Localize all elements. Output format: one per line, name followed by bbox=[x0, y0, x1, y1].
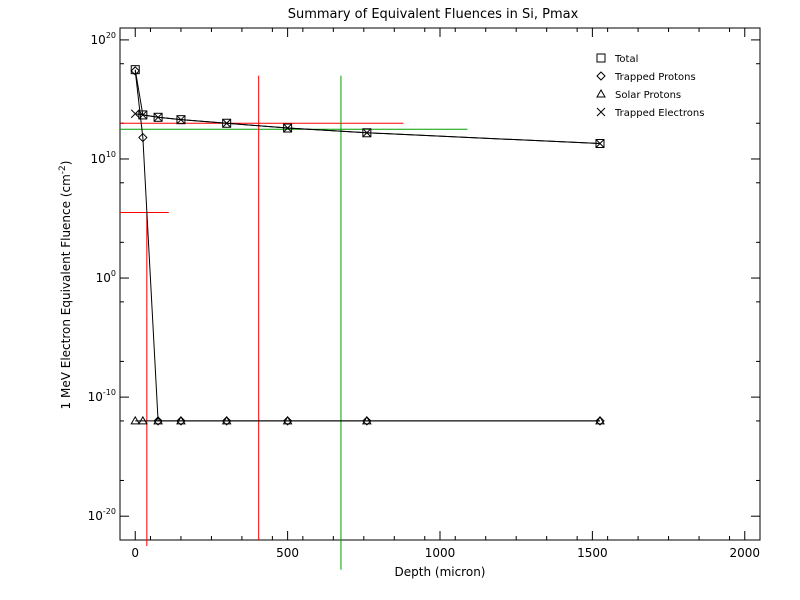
data-point bbox=[153, 112, 163, 122]
y-axis-label-main: 1 MeV Electron Equivalent Fluence (cm bbox=[59, 174, 73, 409]
y-tick-label-base: 10 bbox=[96, 271, 111, 285]
data-point bbox=[595, 416, 605, 426]
data-point bbox=[138, 110, 148, 120]
y-axis-label-end: ) bbox=[59, 161, 73, 166]
series-total bbox=[130, 65, 605, 148]
data-point bbox=[176, 415, 186, 425]
data-point bbox=[153, 415, 163, 425]
y-tick-label-exponent: 20 bbox=[106, 31, 116, 40]
legend-marker bbox=[596, 53, 606, 63]
data-series bbox=[130, 65, 605, 426]
y-tick-label-exponent: -20 bbox=[103, 507, 116, 516]
legend-label: Trapped Electrons bbox=[614, 108, 704, 119]
y-tick-label: 10-10 bbox=[88, 388, 116, 404]
data-point bbox=[282, 415, 293, 425]
data-point bbox=[595, 139, 605, 148]
data-point bbox=[595, 415, 605, 425]
x-tick-label: 1500 bbox=[577, 546, 608, 560]
y-tick-label-exponent: 0 bbox=[111, 269, 116, 278]
series-trapped-protons bbox=[130, 66, 605, 426]
data-point bbox=[221, 415, 232, 425]
data-point bbox=[282, 416, 293, 426]
y-axis-label: 1 MeV Electron Equivalent Fluence (cm-2) bbox=[58, 161, 73, 410]
y-tick-label: 100 bbox=[96, 269, 116, 285]
x-axis-label: Depth (micron) bbox=[395, 565, 486, 579]
chart-title: Summary of Equivalent Fluences in Si, Pm… bbox=[288, 7, 579, 22]
y-tick-label-exponent: 10 bbox=[106, 150, 116, 159]
series-trapped-electrons bbox=[130, 109, 605, 148]
x-tick-label: 2000 bbox=[729, 546, 760, 560]
data-point bbox=[138, 110, 148, 120]
data-point bbox=[283, 123, 292, 133]
legend-label: Trapped Protons bbox=[614, 72, 696, 83]
y-tick-label-base: 10 bbox=[91, 152, 106, 166]
x-tick-label: 1000 bbox=[425, 546, 456, 560]
legend-label: Total bbox=[614, 54, 638, 65]
data-point bbox=[137, 415, 148, 425]
data-point bbox=[361, 415, 372, 425]
data-point bbox=[153, 416, 163, 426]
data-point bbox=[176, 115, 186, 125]
data-point bbox=[138, 132, 148, 143]
legend-marker bbox=[596, 107, 606, 117]
legend-marker bbox=[596, 71, 606, 81]
data-point bbox=[362, 416, 372, 426]
data-point bbox=[221, 416, 232, 426]
legend: Total Trapped Protons Solar Protons Trapped… bbox=[596, 53, 704, 119]
y-tick-label-base: 10 bbox=[88, 390, 103, 404]
x-tick-label: 0 bbox=[131, 546, 139, 560]
data-point bbox=[176, 416, 186, 426]
series-solar-protons bbox=[130, 415, 605, 425]
y-axis-label-sup: -2 bbox=[58, 165, 68, 174]
y-tick-label-base: 10 bbox=[91, 33, 106, 47]
data-point bbox=[130, 66, 140, 76]
y-tick-label-base: 10 bbox=[88, 509, 103, 523]
data-point bbox=[362, 128, 372, 138]
y-tick-label-exponent: -10 bbox=[103, 388, 116, 397]
y-tick-label: 10-20 bbox=[88, 507, 116, 523]
data-point bbox=[222, 118, 232, 128]
plot-frame bbox=[119, 27, 761, 541]
x-tick-label: 500 bbox=[276, 546, 299, 560]
legend-label: Solar Protons bbox=[615, 90, 681, 101]
data-point bbox=[130, 109, 140, 119]
legend-marker bbox=[596, 88, 606, 98]
y-tick-label: 1010 bbox=[91, 150, 116, 166]
data-point bbox=[130, 415, 141, 425]
series-line bbox=[135, 113, 601, 144]
reference-lines bbox=[120, 75, 468, 570]
y-tick-label: 1020 bbox=[91, 31, 116, 47]
